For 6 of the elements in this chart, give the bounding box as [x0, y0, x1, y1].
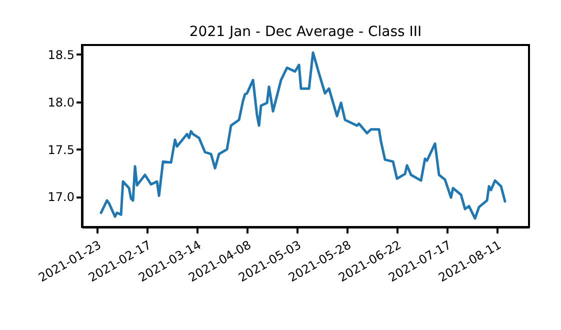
line-series — [100, 51, 506, 220]
y-tick-label: 18.0 — [48, 95, 74, 110]
y-tick-label: 18.5 — [48, 48, 74, 62]
chart-title: 2021 Jan - Dec Average - Class III — [189, 24, 422, 40]
y-tick-label: 17.5 — [48, 142, 74, 157]
y-tick-label: 17.0 — [48, 190, 74, 204]
